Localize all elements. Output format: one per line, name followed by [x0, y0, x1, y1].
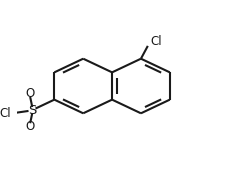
Text: Cl: Cl	[0, 107, 11, 120]
Text: S: S	[28, 104, 36, 117]
Text: Cl: Cl	[150, 35, 161, 48]
Text: O: O	[25, 120, 35, 133]
Text: O: O	[25, 87, 35, 100]
